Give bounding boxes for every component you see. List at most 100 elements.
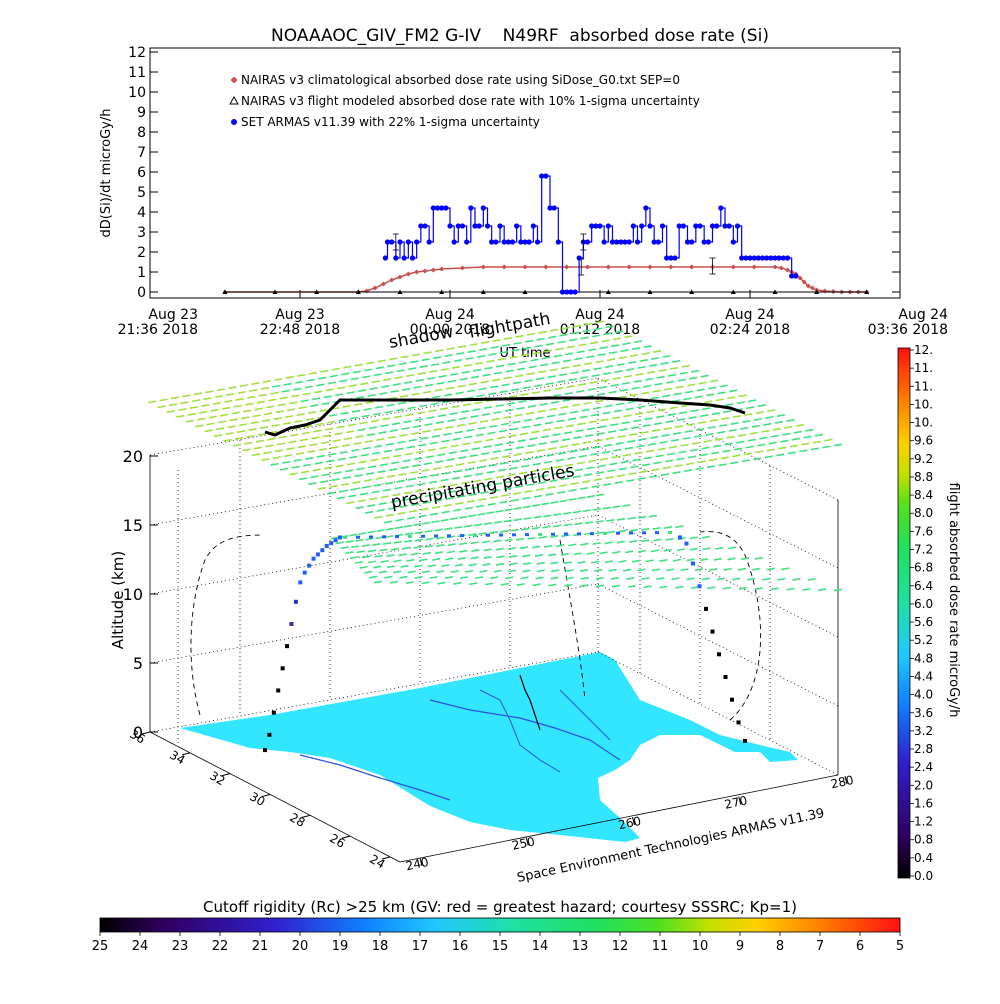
lon-tick xyxy=(844,775,848,785)
precip-dash xyxy=(661,433,670,437)
precip-dash xyxy=(509,466,518,470)
precip-dash xyxy=(385,527,394,531)
armas-point xyxy=(714,223,720,229)
precip-dash xyxy=(412,353,421,357)
precip-dash xyxy=(533,494,543,498)
precip-dash xyxy=(510,528,519,532)
precip-dash xyxy=(306,378,315,382)
precip-dash xyxy=(278,435,288,439)
precip-dash xyxy=(795,423,805,427)
precip-dash xyxy=(512,381,522,385)
precip-dash xyxy=(359,421,368,425)
precip-dash xyxy=(404,380,413,384)
precip-dash xyxy=(317,486,327,490)
precip-dash xyxy=(614,370,623,373)
precip-dash xyxy=(558,412,567,416)
precip-dash xyxy=(372,412,382,416)
armas-point xyxy=(630,223,636,229)
precip-dash xyxy=(340,411,349,415)
precip-dash xyxy=(420,436,429,440)
lat-tick xyxy=(181,752,191,756)
climatological-point xyxy=(480,264,486,270)
precip-dash xyxy=(357,428,366,432)
precip-dash xyxy=(389,429,399,433)
precip-dash xyxy=(433,356,442,360)
precip-dash xyxy=(519,546,529,550)
precip-dash xyxy=(448,451,457,455)
precip-dash xyxy=(606,518,615,522)
track-point xyxy=(678,535,682,540)
precip-dash xyxy=(532,351,541,355)
precip-dash xyxy=(256,400,265,404)
precip-dash xyxy=(472,408,481,412)
precip-dash xyxy=(600,418,609,422)
precip-dash xyxy=(628,433,638,436)
precip-dash xyxy=(498,429,508,433)
legend-marker xyxy=(230,76,238,84)
precip-dash xyxy=(556,490,566,494)
precip-dash xyxy=(365,400,374,404)
precip-dash xyxy=(504,508,513,512)
precip-dash xyxy=(653,461,662,465)
precip-dash xyxy=(458,416,468,420)
precip-dash xyxy=(549,479,558,483)
precip-dash xyxy=(742,419,751,423)
projection-curve xyxy=(699,531,762,721)
precip-dash xyxy=(651,356,660,360)
precip-dash xyxy=(675,525,684,529)
precip-dash xyxy=(414,418,424,422)
precip-dash xyxy=(638,515,647,519)
precip-dash xyxy=(446,458,455,462)
precip-dash xyxy=(424,494,434,498)
precip-dash xyxy=(386,474,396,478)
precip-dash xyxy=(504,408,514,412)
precip-dash xyxy=(402,459,411,463)
precip-dash xyxy=(761,429,770,433)
precip-dash xyxy=(311,436,320,440)
precip-dash xyxy=(686,423,695,427)
precip-dash xyxy=(715,398,724,402)
precip-dash xyxy=(385,371,394,375)
precip-dash xyxy=(284,454,293,458)
precip-dash xyxy=(745,445,754,449)
precip-dash xyxy=(643,384,652,388)
precip-dash xyxy=(618,467,628,471)
precip-dash xyxy=(550,400,560,404)
precip-dash xyxy=(547,486,556,490)
precip-dash xyxy=(620,388,629,392)
precip-dash xyxy=(620,460,630,464)
x-tick-label: Aug 24 xyxy=(898,307,948,323)
precip-dash xyxy=(412,464,421,468)
track-point xyxy=(276,688,281,693)
lat-tick xyxy=(141,731,151,735)
precip-dash xyxy=(476,394,485,398)
precip-dash xyxy=(556,419,565,423)
armas-point xyxy=(722,223,728,229)
armas-point xyxy=(418,223,424,229)
climatological-point xyxy=(751,264,757,270)
precip-dash xyxy=(617,435,626,438)
precip-dash xyxy=(654,382,663,386)
precip-dash xyxy=(508,434,517,438)
precip-dash xyxy=(373,373,382,377)
precip-dash xyxy=(568,378,577,382)
cruise-point xyxy=(577,532,581,536)
armas-point xyxy=(605,223,611,229)
precip-dash xyxy=(283,382,292,386)
precip-dash xyxy=(563,561,573,565)
precip-dash xyxy=(482,373,491,377)
precip-dash xyxy=(596,392,606,396)
precip-dash xyxy=(470,556,479,560)
precip-dash xyxy=(563,470,572,474)
precip-dash xyxy=(400,355,409,359)
precip-dash xyxy=(466,499,475,503)
precip-dash xyxy=(452,437,462,441)
armas-point xyxy=(530,223,536,229)
precip-dash xyxy=(468,563,477,567)
precip-dash xyxy=(305,456,314,460)
precip-dash xyxy=(659,440,668,444)
armas-point xyxy=(489,239,495,245)
precip-dash xyxy=(508,395,518,399)
precip-dash xyxy=(444,527,453,531)
